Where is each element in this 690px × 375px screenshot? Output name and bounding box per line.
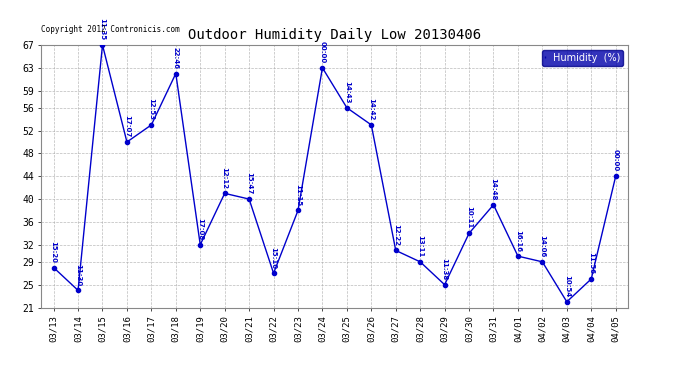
Text: 10:11: 10:11 (466, 207, 472, 229)
Text: 00:00: 00:00 (613, 149, 619, 172)
Text: 15:47: 15:47 (246, 172, 252, 195)
Text: 11:15: 11:15 (295, 184, 301, 206)
Legend: Humidity  (%): Humidity (%) (542, 50, 623, 66)
Text: 12:12: 12:12 (221, 167, 228, 189)
Text: 16:16: 16:16 (515, 230, 521, 252)
Text: 14:48: 14:48 (491, 178, 497, 200)
Text: 11:30: 11:30 (75, 264, 81, 286)
Text: Copyright 2012 Contronicis.com: Copyright 2012 Contronicis.com (41, 26, 180, 34)
Text: 15:10: 15:10 (270, 247, 277, 269)
Text: 15:20: 15:20 (50, 241, 57, 263)
Text: 13:11: 13:11 (417, 235, 423, 257)
Text: 14:42: 14:42 (368, 98, 374, 120)
Text: 11:56: 11:56 (589, 252, 594, 274)
Text: 11:38: 11:38 (442, 258, 448, 280)
Text: 14:06: 14:06 (540, 235, 545, 257)
Text: 00:00: 00:00 (319, 41, 326, 63)
Text: 12:22: 12:22 (393, 224, 399, 246)
Text: 11:35: 11:35 (99, 18, 106, 40)
Text: 14:43: 14:43 (344, 81, 350, 103)
Text: 17:08: 17:08 (197, 218, 204, 240)
Text: 17:07: 17:07 (124, 115, 130, 138)
Text: 12:53: 12:53 (148, 98, 155, 120)
Title: Outdoor Humidity Daily Low 20130406: Outdoor Humidity Daily Low 20130406 (188, 28, 481, 42)
Text: 22:46: 22:46 (172, 47, 179, 69)
Text: 10:54: 10:54 (564, 275, 570, 297)
